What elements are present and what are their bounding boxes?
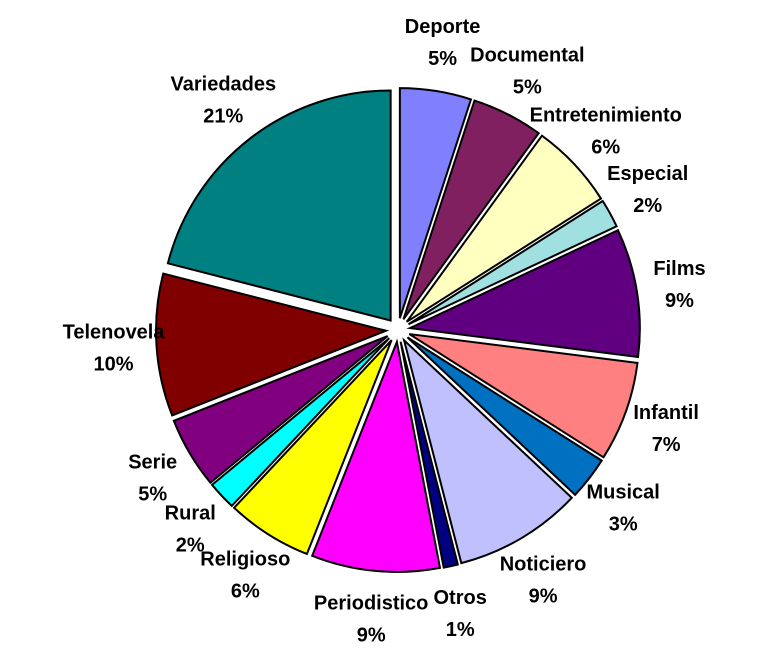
slice-label: Religioso xyxy=(200,549,290,571)
pie-slice xyxy=(399,341,460,569)
slice-label: Musical xyxy=(587,481,660,503)
slice-value-label: 10% xyxy=(94,354,134,376)
slice-label: Variedades xyxy=(171,74,277,96)
slice-value-label: 5% xyxy=(513,76,542,98)
pie-slice xyxy=(232,339,393,556)
slice-value-label: 9% xyxy=(665,290,694,312)
slice-value-label: 7% xyxy=(652,434,681,456)
pie-slice xyxy=(172,335,389,485)
slice-label: Noticiero xyxy=(500,553,587,575)
slice-label: Telenovela xyxy=(63,322,166,344)
slice-value-label: 2% xyxy=(176,534,205,556)
pie-slice xyxy=(407,199,618,326)
slice-value-label: 6% xyxy=(591,136,620,158)
pie-slice xyxy=(406,228,641,359)
pie-slice xyxy=(310,338,442,573)
slice-value-label: 5% xyxy=(428,48,457,70)
slice-value-label: 3% xyxy=(609,513,638,535)
pie-slice xyxy=(402,99,541,320)
slice-value-label: 1% xyxy=(446,619,475,641)
pie-slice xyxy=(166,89,392,322)
slice-value-label: 9% xyxy=(357,625,386,647)
slice-label: Otros xyxy=(433,587,486,609)
pie-slice xyxy=(155,272,390,417)
pie-slice xyxy=(405,134,603,323)
slice-label: Periodistico xyxy=(314,593,428,615)
pie-slice xyxy=(406,336,604,497)
slice-label: Deporte xyxy=(405,16,481,38)
slice-value-label: 6% xyxy=(231,581,260,603)
slice-label: Entretenimiento xyxy=(530,104,682,126)
slice-value-label: 21% xyxy=(203,106,243,128)
slice-label: Rural xyxy=(165,502,216,524)
pie-slice xyxy=(402,337,574,565)
slice-value-label: 5% xyxy=(138,483,167,505)
slice-value-label: 2% xyxy=(633,195,662,217)
pie-slice xyxy=(398,87,473,319)
slice-label: Especial xyxy=(607,163,688,185)
slice-label: Documental xyxy=(470,44,584,66)
slice-label: Serie xyxy=(128,451,177,473)
slice-label: Infantil xyxy=(633,402,699,424)
pie-slice xyxy=(408,333,639,459)
slice-label: Films xyxy=(653,258,705,280)
pie-slice xyxy=(210,337,390,508)
slice-value-label: 9% xyxy=(529,585,558,607)
